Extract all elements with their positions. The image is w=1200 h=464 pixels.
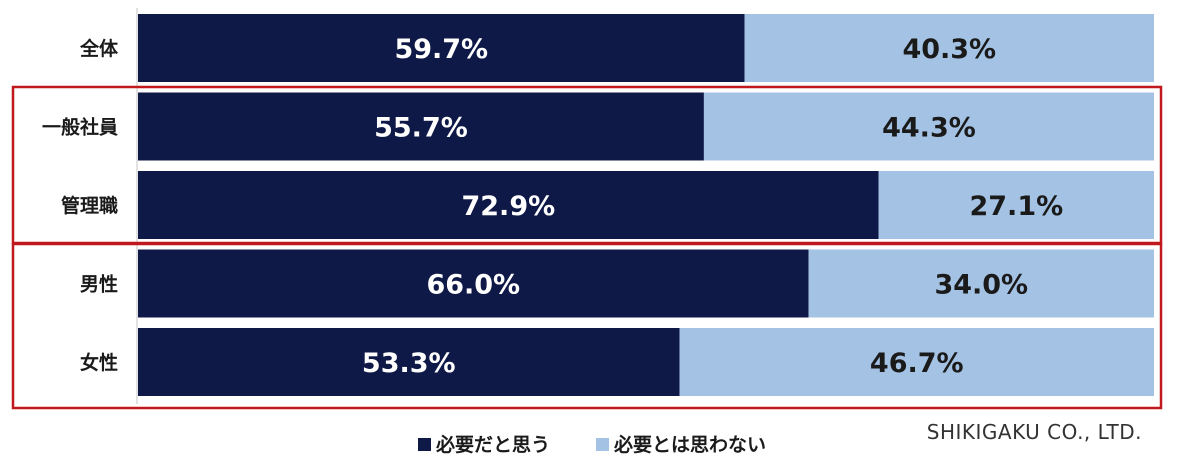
bar-not-necessary — [703, 92, 1154, 161]
bar-group — [138, 14, 1154, 396]
data-label: 72.9% — [461, 191, 555, 222]
category-label: 全体 — [79, 37, 119, 60]
value-labels: 59.7% 40.3% 55.7% 44.3% 72.9% 27.1% 66.0% 34.0%… — [362, 34, 1063, 379]
legend-swatch-series-2 — [596, 438, 609, 451]
data-label: 46.7% — [870, 348, 964, 379]
bar-necessary — [138, 249, 809, 318]
bar-not-necessary — [744, 14, 1154, 82]
data-label: 40.3% — [902, 34, 996, 65]
bar-necessary — [138, 92, 704, 161]
category-label: 女性 — [80, 351, 118, 374]
legend-label-series-1: 必要だと思う — [435, 433, 550, 456]
bar-necessary — [138, 328, 680, 396]
legend-swatch-series-1 — [418, 438, 431, 451]
bar-necessary — [138, 171, 879, 239]
category-label: 管理職 — [61, 194, 118, 217]
bar-not-necessary — [878, 171, 1154, 239]
category-label: 一般社員 — [42, 116, 118, 139]
data-label: 59.7% — [394, 34, 488, 65]
category-label: 男性 — [80, 273, 118, 296]
bar-not-necessary — [808, 249, 1154, 318]
data-label: 53.3% — [362, 348, 456, 379]
bar-not-necessary — [679, 328, 1154, 396]
legend-label-series-2: 必要とは思わない — [613, 433, 766, 456]
data-label: 66.0% — [426, 270, 520, 301]
data-label: 34.0% — [934, 270, 1028, 301]
bar-necessary — [138, 14, 745, 82]
data-label: 44.3% — [882, 113, 976, 144]
data-label: 27.1% — [969, 191, 1063, 222]
company-credit: SHIKIGAKU CO., LTD. — [927, 420, 1142, 444]
data-label: 55.7% — [374, 113, 468, 144]
legend: 必要だと思う 必要とは思わない — [418, 433, 766, 456]
highlight-box-gender — [11, 242, 1163, 410]
